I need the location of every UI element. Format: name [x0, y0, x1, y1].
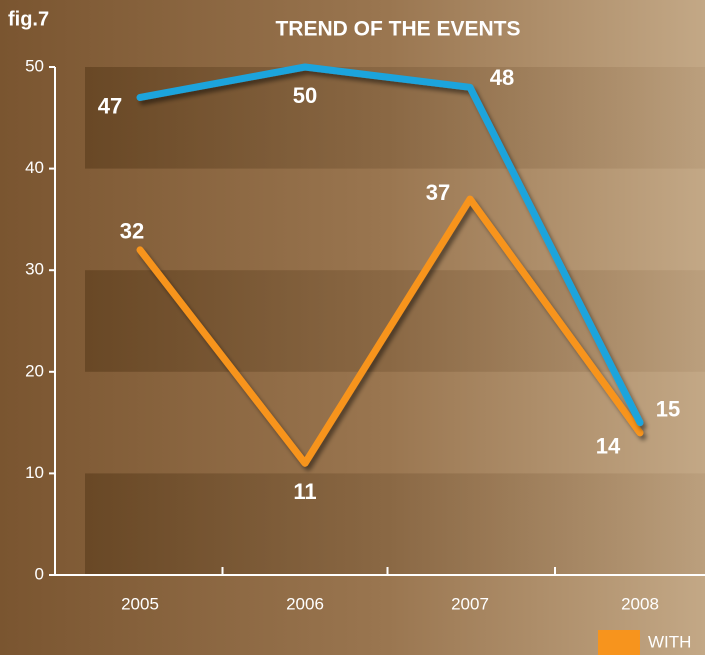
x-tick-label: 2008 — [621, 594, 659, 613]
series-line — [136, 195, 644, 467]
data-label: 47 — [98, 93, 122, 118]
x-tick-label: 2007 — [451, 594, 489, 613]
data-label: 50 — [293, 83, 317, 108]
y-tick-label: 20 — [25, 361, 44, 380]
y-tick-label: 10 — [25, 463, 44, 482]
data-label: 14 — [596, 434, 621, 459]
y-tick-label: 30 — [25, 260, 44, 279]
data-label: 37 — [426, 180, 450, 205]
grid-band — [85, 473, 705, 575]
data-label: 15 — [656, 396, 680, 421]
series-line — [136, 63, 644, 427]
x-tick-label: 2006 — [286, 594, 324, 613]
chart-title: TREND OF THE EVENTS — [275, 18, 520, 41]
grid-band — [85, 67, 705, 169]
y-tick-label: 50 — [25, 56, 44, 75]
y-tick-label: 40 — [25, 158, 44, 177]
legend-swatch — [598, 630, 640, 655]
data-label: 32 — [120, 219, 144, 244]
legend-label: WITH — [648, 632, 691, 651]
data-label: 11 — [293, 479, 316, 504]
x-tick-label: 2005 — [121, 594, 159, 613]
data-label: 48 — [490, 65, 514, 90]
y-tick-label: 0 — [35, 564, 44, 583]
figure-label: fig.7 — [8, 8, 49, 30]
